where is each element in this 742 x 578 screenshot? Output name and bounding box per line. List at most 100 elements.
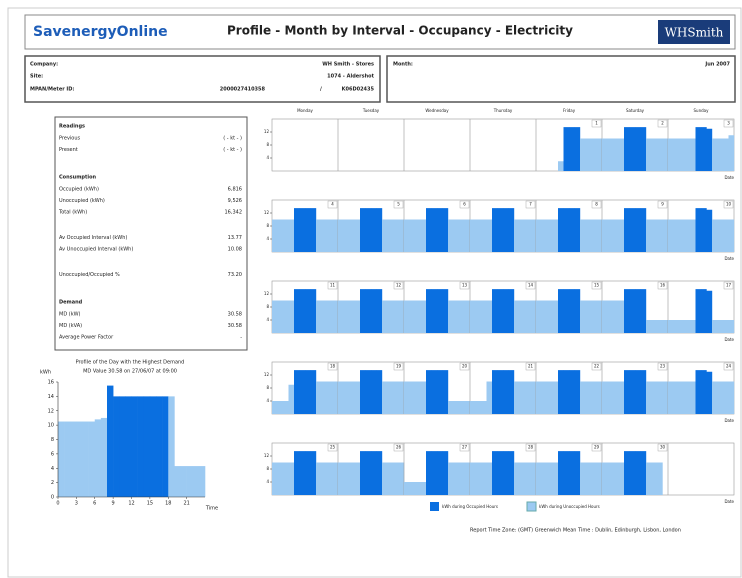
day-number: 19 [396, 364, 402, 369]
interval-bar [651, 320, 658, 333]
day-number: 13 [462, 283, 468, 288]
day-number: 11 [330, 283, 336, 288]
interval-bar [332, 381, 339, 414]
interval-bar [321, 300, 328, 333]
interval-bar [585, 381, 592, 414]
y-tick-label: 8 [266, 304, 269, 309]
row-label: Average Power Factor [59, 335, 114, 341]
footer: Report Time Zone: (GMT) Greenwich Mean T… [470, 528, 681, 534]
interval-bar [459, 300, 465, 333]
y-tick-label: 4 [266, 236, 269, 241]
interval-bar [305, 289, 311, 333]
interval-bar [552, 462, 559, 495]
profile-bar [64, 421, 71, 497]
x-tick-label: 15 [147, 501, 153, 507]
interval-bar [470, 462, 476, 495]
interval-bar [448, 462, 454, 495]
interval-bar [349, 462, 355, 495]
interval-bar [288, 300, 295, 333]
row-label: Unoccupied/Occupied % [59, 272, 120, 278]
row-value: 13.77 [228, 235, 242, 241]
interval-bar [272, 219, 278, 252]
y-tick-label: 8 [266, 142, 269, 147]
interval-bar [497, 370, 504, 414]
interval-bar [574, 127, 581, 171]
x-tick-label: 0 [56, 501, 59, 507]
day-number: 21 [528, 364, 534, 369]
day-tag [723, 281, 734, 290]
interval-bar [607, 462, 614, 495]
row-value: 16,342 [225, 210, 243, 216]
interval-bar [332, 300, 339, 333]
interval-bar [530, 381, 537, 414]
profile-bar [149, 396, 157, 497]
interval-bar [673, 219, 680, 252]
row-value: - [240, 335, 242, 341]
interval-bar [596, 381, 603, 414]
profile-bar [107, 385, 114, 497]
value: 2000027410358 [220, 87, 266, 93]
profile-bar [198, 466, 206, 497]
interval-bar [651, 462, 658, 495]
interval-bar [690, 138, 696, 171]
interval-bar [712, 381, 718, 414]
day-tag [525, 281, 536, 290]
interval-bar [481, 300, 487, 333]
interval-bar [277, 219, 284, 252]
interval-bar [585, 138, 592, 171]
x-tick-label: 6 [93, 501, 96, 507]
interval-bar [508, 370, 515, 414]
day-tag [525, 443, 536, 452]
row-value: 9,526 [228, 198, 242, 204]
interval-bar [464, 300, 471, 333]
interval-bar [629, 208, 636, 252]
interval-bar [514, 462, 520, 495]
interval-bar [552, 381, 559, 414]
interval-bar [624, 289, 630, 333]
interval-bar [321, 381, 328, 414]
day-tag [657, 200, 668, 209]
interval-bar [607, 138, 614, 171]
profile-bar [137, 396, 145, 497]
interval-bar [618, 219, 625, 252]
interval-bar [547, 381, 553, 414]
day-tag [657, 443, 668, 452]
interval-bar [299, 289, 306, 333]
interval-bar [596, 138, 603, 171]
value: WH Smith - Stores [322, 62, 374, 68]
day-number: 14 [528, 283, 534, 288]
interval-bar [404, 219, 410, 252]
interval-bar [338, 219, 344, 252]
legend-swatch [526, 501, 537, 512]
interval-bar [349, 219, 355, 252]
day-tag [327, 443, 338, 452]
interval-bar [442, 451, 449, 495]
interval-bar [635, 208, 641, 252]
interval-bar [420, 219, 427, 252]
interval-bar [453, 219, 460, 252]
interval-bar [547, 219, 553, 252]
interval-bar [387, 462, 394, 495]
interval-bar [470, 401, 476, 414]
interval-bar [574, 289, 581, 333]
interval-bar [354, 462, 361, 495]
day-tag [459, 443, 470, 452]
label: Site: [30, 74, 43, 80]
interval-bar [712, 320, 718, 333]
interval-bar [508, 451, 515, 495]
interval-bar [684, 320, 691, 333]
y-tick-label: 12 [264, 210, 270, 215]
interval-bar [470, 300, 476, 333]
interval-bar [321, 219, 328, 252]
interval-bar [305, 208, 311, 252]
interval-bar [591, 300, 597, 333]
day-number: 8 [595, 202, 598, 207]
day-number: 22 [594, 364, 600, 369]
interval-bar [607, 300, 614, 333]
interval-bar [558, 289, 564, 333]
interval-bar [327, 462, 333, 495]
interval-bar [481, 462, 487, 495]
interval-bar [503, 451, 509, 495]
profile-bar [186, 466, 194, 497]
interval-bar [646, 138, 652, 171]
